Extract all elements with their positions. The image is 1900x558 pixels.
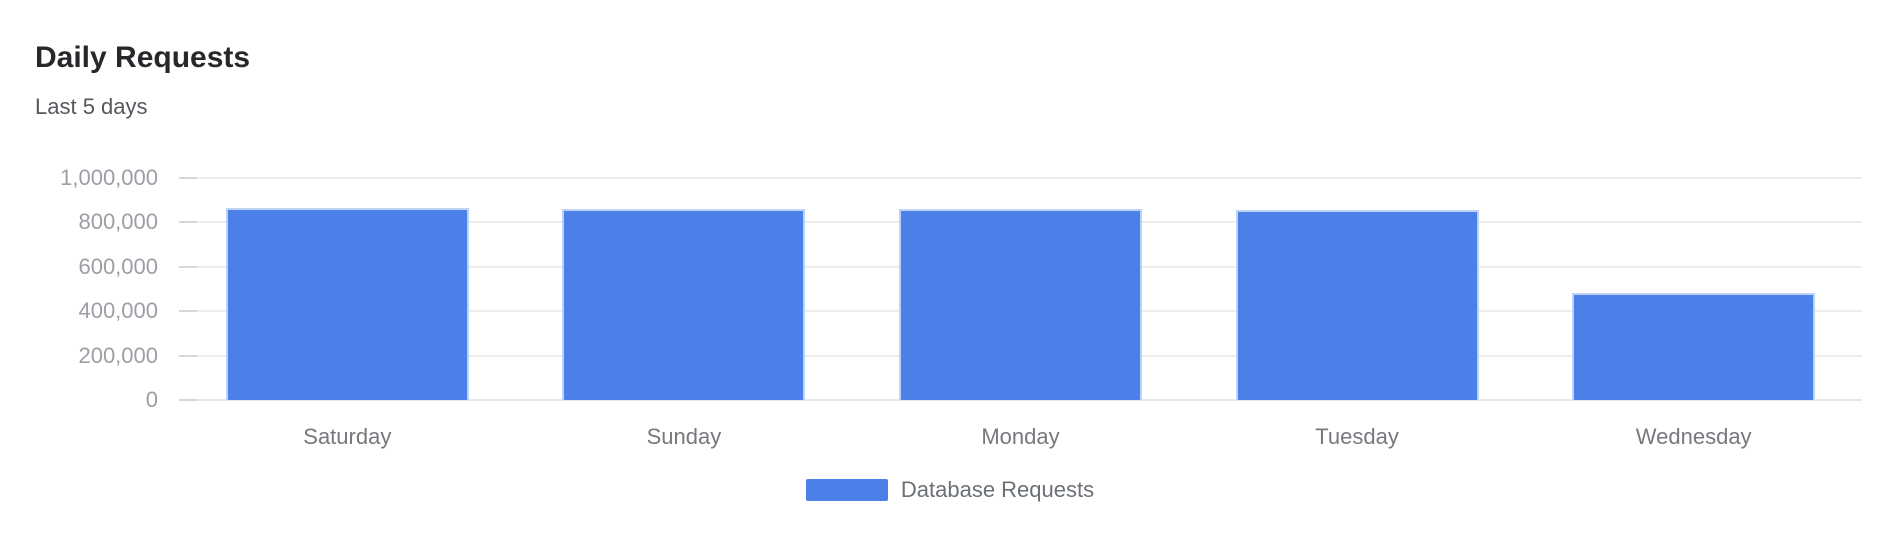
gridline-0 xyxy=(179,399,1862,401)
y-axis-tick xyxy=(179,265,197,268)
legend-swatch xyxy=(805,479,888,501)
x-tick-label-tuesday: Tuesday xyxy=(1315,424,1399,449)
bar-monday[interactable] xyxy=(898,209,1142,400)
bar-tuesday[interactable] xyxy=(1235,210,1479,400)
y-axis-labels: 0 200,000 400,000 600,000 800,000 1,000,000 xyxy=(0,167,158,411)
x-axis-labels: Saturday Sunday Monday Tuesday Wednesday xyxy=(179,424,1862,450)
y-tick-label: 600,000 xyxy=(78,253,158,279)
y-axis-tick xyxy=(179,310,197,313)
y-tick-label: 800,000 xyxy=(78,209,158,235)
bar-wednesday[interactable] xyxy=(1572,293,1816,400)
y-tick-label: 0 xyxy=(145,387,158,412)
x-tick-label-sunday: Sunday xyxy=(646,424,722,449)
bars xyxy=(179,178,1862,400)
y-axis-tick xyxy=(179,177,197,179)
bar-slot-wednesday xyxy=(1525,178,1862,400)
y-axis-tick xyxy=(179,354,197,357)
y-tick-label: 400,000 xyxy=(78,298,158,324)
plot-area xyxy=(179,177,1862,401)
chart-legend[interactable]: Database Requests xyxy=(0,474,1900,506)
bar-slot-sunday xyxy=(516,178,853,400)
chart-subtitle: Last 5 days xyxy=(35,94,148,119)
bar-slot-tuesday xyxy=(1189,178,1526,400)
bar-slot-saturday xyxy=(179,178,516,400)
bar-sunday[interactable] xyxy=(562,208,806,400)
y-axis-tick xyxy=(179,221,197,224)
bar-saturday[interactable] xyxy=(225,208,469,400)
gridline-1000000 xyxy=(179,177,1862,179)
y-tick-label: 200,000 xyxy=(78,342,158,368)
x-tick-label-monday: Monday xyxy=(981,424,1060,449)
bar-slot-monday xyxy=(852,178,1189,400)
x-tick-label-wednesday: Wednesday xyxy=(1635,424,1752,449)
chart-title: Daily Requests xyxy=(35,41,251,74)
y-tick-label: 1,000,000 xyxy=(60,165,158,190)
y-axis-tick xyxy=(179,399,197,401)
x-tick-label-saturday: Saturday xyxy=(303,424,392,449)
legend-label: Database Requests xyxy=(900,477,1095,502)
